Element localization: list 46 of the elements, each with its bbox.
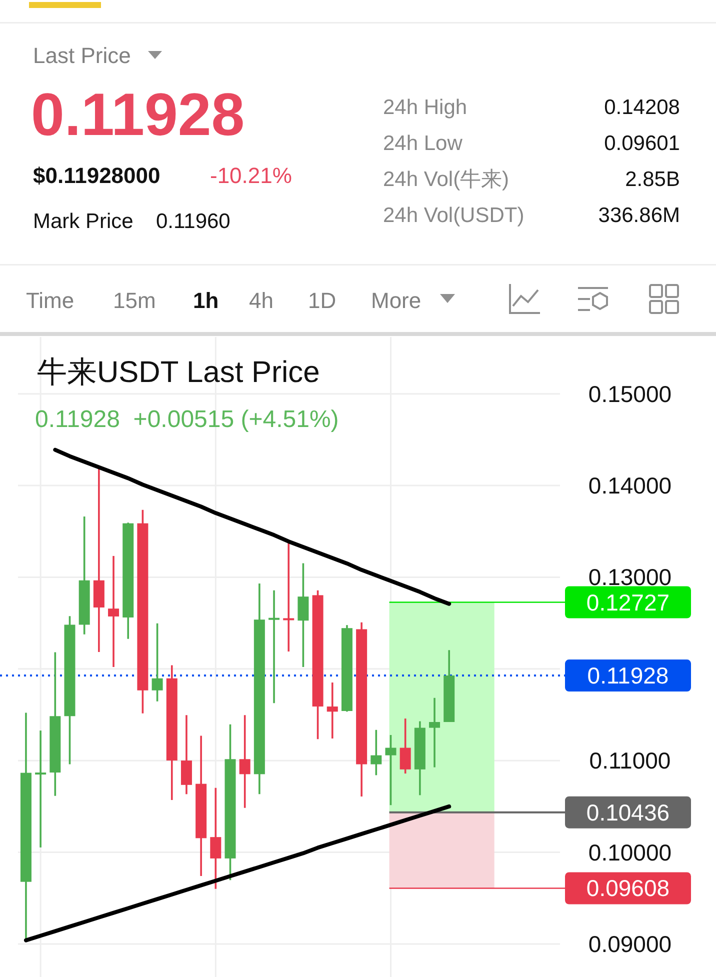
y-tick-label: 0.09000 bbox=[588, 930, 672, 957]
y-tick-label: 0.10000 bbox=[588, 839, 672, 866]
text: 24h Vol(USDT) bbox=[383, 204, 524, 227]
y-tick-label: 0.15000 bbox=[588, 380, 672, 407]
candlestick bbox=[239, 714, 250, 809]
y-tick-label: 0.14000 bbox=[588, 472, 672, 499]
text: 0.11960 bbox=[156, 210, 230, 233]
text: 0.14208 bbox=[604, 96, 680, 119]
text: 牛来USDT Last Price bbox=[37, 356, 320, 389]
candlestick bbox=[108, 555, 120, 668]
candlestick bbox=[370, 728, 382, 776]
text: -10.21% bbox=[210, 163, 292, 188]
ref-line-label: 0.11928 bbox=[587, 662, 669, 689]
line-series bbox=[53, 448, 452, 606]
text: $0.11928000 bbox=[33, 163, 160, 188]
candlestick bbox=[268, 589, 280, 704]
y-tick-label: 0.13000 bbox=[588, 564, 672, 590]
candlestick bbox=[283, 542, 294, 652]
text: 24h High bbox=[383, 96, 468, 119]
candlestick bbox=[385, 734, 396, 806]
text: Last Price bbox=[33, 43, 131, 68]
text: 2.85B bbox=[625, 168, 680, 191]
text: 15m bbox=[113, 288, 156, 313]
text: 1h bbox=[193, 288, 219, 313]
candlestick bbox=[152, 622, 163, 702]
text: 0.11928 bbox=[31, 81, 245, 148]
ref-line-label: 0.09608 bbox=[586, 875, 670, 902]
ref-line-label: 0.10436 bbox=[586, 799, 670, 826]
candlestick bbox=[210, 787, 222, 890]
candlestick bbox=[326, 682, 338, 740]
text: Mark Price bbox=[33, 210, 134, 233]
candlestick bbox=[35, 730, 46, 848]
text: 336.86M bbox=[598, 204, 680, 227]
text: Time bbox=[26, 288, 74, 313]
candlestick bbox=[400, 718, 411, 774]
line-series bbox=[24, 804, 452, 942]
text: 24h Low bbox=[383, 132, 464, 155]
text: 4h bbox=[249, 288, 274, 313]
ref-line-label: 0.12727 bbox=[586, 589, 670, 616]
text: 0.11928 +0.00515 (+4.51%) bbox=[35, 406, 339, 433]
y-tick-label: 0.11000 bbox=[589, 748, 671, 774]
text: More bbox=[371, 288, 422, 313]
text: 1D bbox=[308, 288, 336, 313]
text: 0.09601 bbox=[604, 132, 680, 155]
text: 24h Vol(牛来) bbox=[383, 168, 510, 191]
candlestick bbox=[429, 696, 440, 768]
